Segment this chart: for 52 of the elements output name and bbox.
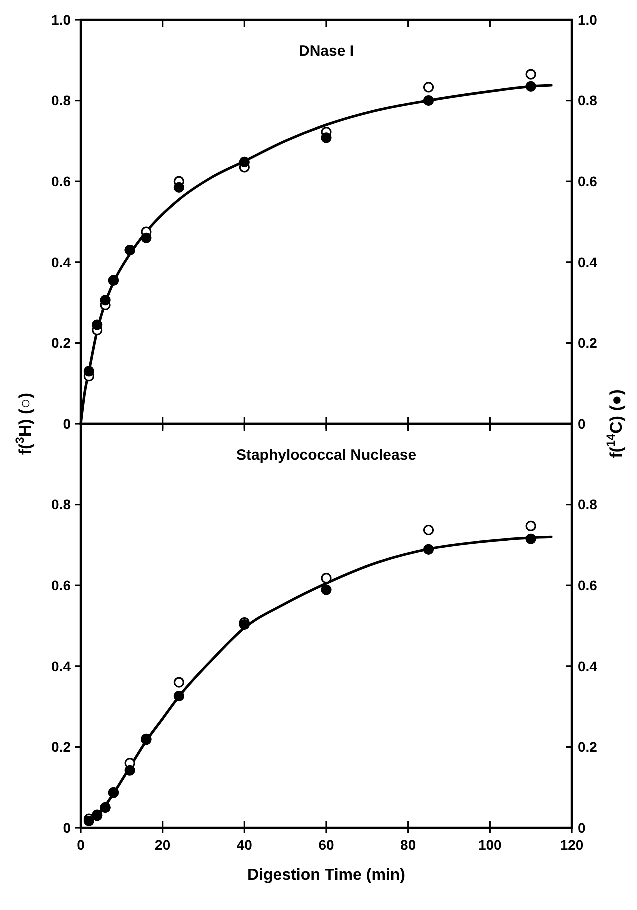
y2-tick-label: 0.8 <box>578 92 598 109</box>
point <box>526 520 536 532</box>
x-tick-label: 80 <box>400 837 416 853</box>
point <box>174 690 184 702</box>
text: Staphylococcal Nuclease <box>236 447 417 464</box>
point <box>124 765 136 776</box>
point <box>423 544 434 555</box>
x-tick-label: 120 <box>560 837 584 853</box>
y-tick-label: 0.8 <box>52 92 72 109</box>
point <box>423 82 434 93</box>
point <box>100 295 111 306</box>
y-tick-label: 0.2 <box>52 335 72 352</box>
x-axis-title: Digestion Time (min) <box>248 867 406 884</box>
x-tick-label: 0 <box>77 837 86 853</box>
point <box>141 232 152 244</box>
x-tick-label: 100 <box>478 837 502 853</box>
point <box>526 81 536 92</box>
y-tick-label: 0 <box>63 416 72 432</box>
point <box>321 584 332 596</box>
point <box>174 182 184 193</box>
y2-tick-label: 0.8 <box>578 496 598 513</box>
y-tick-label: 0.4 <box>52 254 72 270</box>
point <box>321 132 332 144</box>
point <box>239 156 250 168</box>
y-tick-label: 1.0 <box>52 12 72 28</box>
point <box>174 677 184 688</box>
x-tick-label: 40 <box>236 837 253 853</box>
point <box>321 573 332 584</box>
y-tick-label: 0.4 <box>52 658 72 674</box>
x-tick-label: 20 <box>155 837 171 853</box>
point <box>84 366 94 377</box>
y-tick-label: 0.2 <box>52 739 72 756</box>
y-tick-label: 0 <box>63 820 72 836</box>
point <box>526 69 536 80</box>
point <box>526 534 536 544</box>
y2-tick-label: 1.0 <box>578 12 598 28</box>
y-tick-label: 0.6 <box>52 174 72 190</box>
y-tick-label: 0.6 <box>52 578 72 594</box>
y2-tick-label: 0.2 <box>578 739 598 756</box>
y2-tick-label: 0.6 <box>578 174 598 190</box>
y2-tick-label: 0 <box>578 820 586 836</box>
y2-tick-label: 0.4 <box>578 658 598 674</box>
point <box>92 320 103 330</box>
y2-tick-label: 0.4 <box>578 254 598 270</box>
y-tick-label: 0.8 <box>52 496 72 513</box>
text: DNase I <box>298 43 354 60</box>
point <box>423 96 434 106</box>
y2-tick-label: 0.6 <box>578 578 598 594</box>
point <box>423 524 434 536</box>
y2-tick-label: 0.2 <box>578 335 598 352</box>
x-tick-label: 60 <box>318 837 334 853</box>
y2-tick-label: 0 <box>578 416 586 432</box>
